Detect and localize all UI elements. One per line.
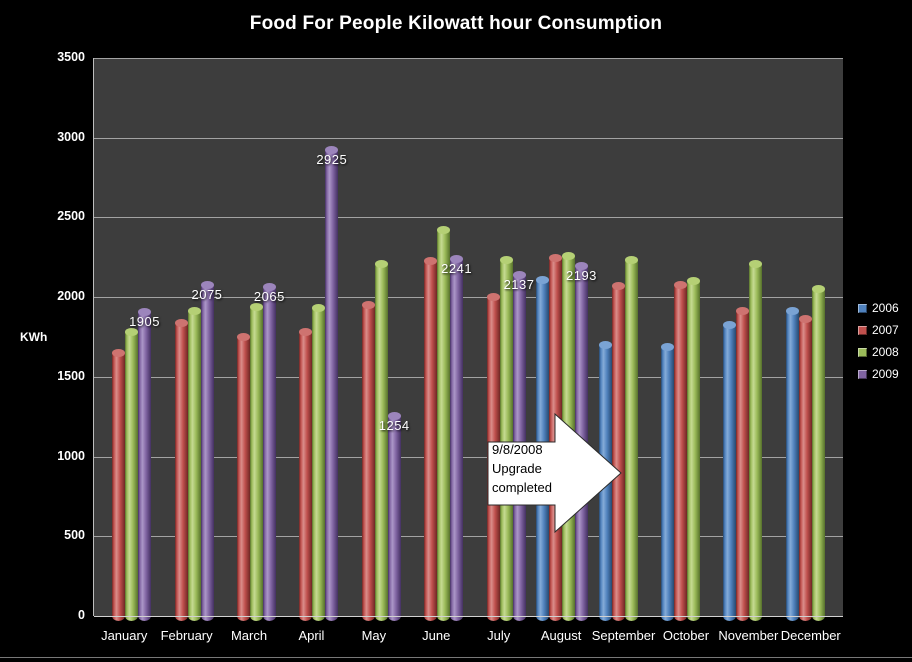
gridline	[94, 217, 843, 218]
gridline	[94, 536, 843, 537]
annotation-line-3: completed	[492, 480, 552, 495]
data-label-2009-july: 2137	[503, 277, 535, 293]
x-axis-category-label: December	[780, 628, 841, 643]
y-axis-tick-label: 3000	[57, 129, 85, 144]
legend-label: 2008	[872, 345, 899, 359]
y-axis-tick-label: 3500	[57, 50, 85, 64]
data-label-2009-march: 2065	[253, 288, 285, 304]
gridline	[94, 58, 843, 59]
legend-item-2009[interactable]: 2009	[858, 367, 899, 381]
bar-2009-june[interactable]	[450, 254, 464, 621]
x-axis-category-label: April	[298, 628, 325, 643]
y-axis-tick-label: 1000	[57, 448, 85, 463]
bar-2007-october[interactable]	[673, 281, 687, 621]
bar-2008-december[interactable]	[811, 285, 825, 621]
bar-2007-june[interactable]	[424, 257, 438, 621]
y-axis-tick-label: 2000	[57, 289, 85, 304]
bar-2008-april[interactable]	[312, 303, 326, 621]
legend: 2006 2007 2008 2009	[858, 301, 899, 392]
x-axis-category-label: February	[160, 628, 213, 643]
legend-swatch-icon	[858, 370, 867, 379]
bar-2007-may[interactable]	[361, 301, 375, 621]
legend-label: 2009	[872, 367, 899, 381]
data-label-2009-august: 2193	[565, 268, 597, 284]
data-label-2009-january: 1905	[129, 314, 160, 330]
x-axis-category-label: March	[230, 628, 268, 643]
annotation-line-1: 9/8/2008	[492, 442, 543, 457]
upgrade-annotation-text: 9/8/2008 Upgrade completed	[492, 440, 572, 497]
legend-label: 2007	[872, 323, 899, 337]
y-axis-tick-label: 1500	[57, 368, 85, 383]
bar-2009-january[interactable]	[138, 308, 152, 621]
bar-2009-february[interactable]	[200, 281, 214, 621]
data-label-2009-april: 2925	[316, 151, 348, 167]
y-axis-tick-label: 0	[78, 608, 85, 622]
gridline	[94, 377, 843, 378]
bar-2008-july[interactable]	[499, 255, 513, 621]
x-axis-category-label: September	[591, 628, 656, 643]
bar-2007-september[interactable]	[611, 281, 625, 621]
y-axis-tick-label: 500	[64, 528, 85, 543]
bar-2009-may[interactable]	[387, 412, 401, 621]
x-axis-category-label: January	[101, 628, 148, 643]
bar-2008-november[interactable]	[749, 259, 763, 621]
legend-item-2008[interactable]: 2008	[858, 345, 899, 359]
x-axis-category-label: November	[718, 628, 779, 643]
legend-item-2007[interactable]: 2007	[858, 323, 899, 337]
bar-2009-march[interactable]	[263, 282, 277, 621]
legend-label: 2006	[872, 301, 899, 315]
upgrade-annotation[interactable]: 9/8/2008 Upgrade completed	[480, 405, 630, 545]
x-axis-category-label: June	[422, 628, 451, 643]
bar-2007-january[interactable]	[112, 348, 126, 621]
bar-2007-february[interactable]	[174, 318, 188, 621]
bar-2006-october[interactable]	[660, 342, 674, 621]
legend-swatch-icon	[858, 304, 867, 313]
bar-2007-december[interactable]	[798, 315, 812, 621]
bar-2008-june[interactable]	[437, 226, 451, 621]
data-label-2009-february: 2075	[191, 287, 223, 303]
legend-swatch-icon	[858, 348, 867, 357]
bar-2007-november[interactable]	[736, 306, 750, 621]
bar-2007-april[interactable]	[299, 328, 313, 621]
bar-2006-december[interactable]	[785, 307, 799, 621]
x-axis-category-label: October	[662, 628, 710, 643]
bar-2009-april[interactable]	[325, 145, 339, 621]
bar-2007-march[interactable]	[237, 333, 251, 621]
data-label-2009-may: 1254	[378, 418, 410, 434]
bar-2006-november[interactable]	[723, 321, 737, 621]
y-axis-tick-label: 2500	[57, 209, 85, 224]
bar-2008-september[interactable]	[624, 256, 638, 621]
chart-frame-bottom-border	[0, 657, 912, 658]
annotation-line-2: Upgrade	[492, 461, 542, 476]
gridline	[94, 457, 843, 458]
bar-2008-january[interactable]	[125, 328, 139, 621]
gridline	[94, 138, 843, 139]
plot-area: 1905 2075 2065 2925 1254 2241 2137 2193	[93, 58, 843, 621]
gridline	[94, 616, 843, 617]
x-axis-category-label: July	[487, 628, 511, 643]
data-label-2009-june: 2241	[441, 260, 473, 276]
bar-2008-march[interactable]	[250, 302, 264, 621]
y-axis-title: KWh	[20, 330, 48, 344]
right-arrow-shape[interactable]	[480, 405, 630, 545]
x-axis-category-label: May	[361, 628, 387, 643]
legend-item-2006[interactable]: 2006	[858, 301, 899, 315]
legend-swatch-icon	[858, 326, 867, 335]
x-axis-category-label: August	[540, 628, 582, 643]
bar-2008-may[interactable]	[374, 259, 388, 621]
chart-title: Food For People Kilowatt hour Consumptio…	[249, 13, 663, 34]
bar-2008-february[interactable]	[187, 306, 201, 621]
gridline	[94, 297, 843, 298]
bar-2008-october[interactable]	[686, 277, 700, 621]
